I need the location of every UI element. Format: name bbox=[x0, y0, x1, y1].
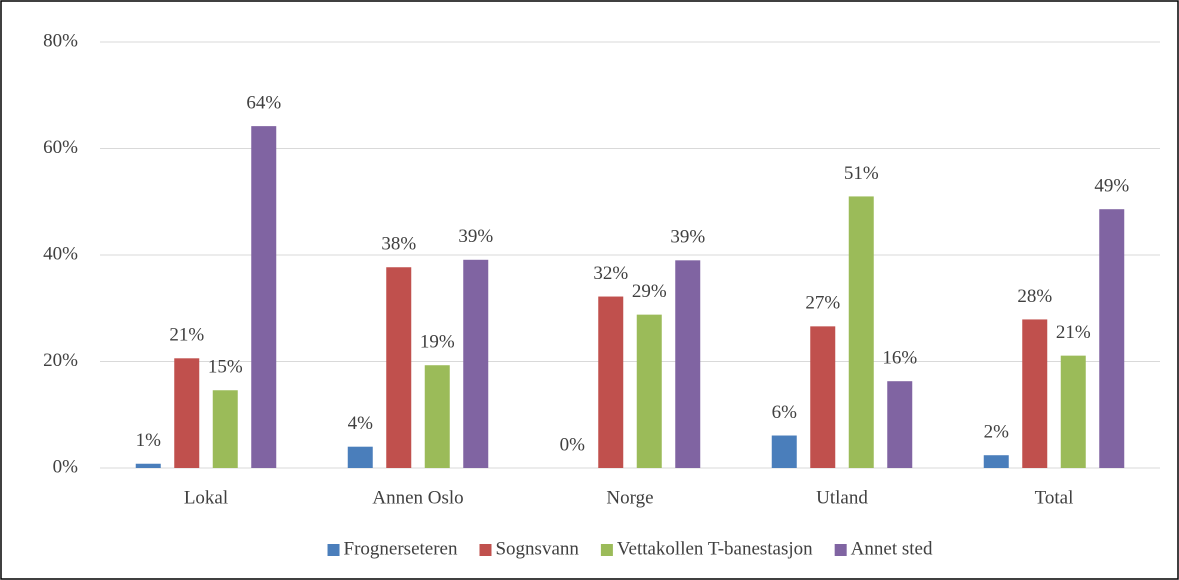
data-label: 28% bbox=[1017, 286, 1052, 307]
data-label: 21% bbox=[169, 325, 204, 346]
data-label: 19% bbox=[420, 332, 455, 353]
data-label: 51% bbox=[844, 163, 879, 184]
x-tick-label: Utland bbox=[816, 487, 868, 508]
data-label: 29% bbox=[632, 281, 667, 302]
bar bbox=[598, 296, 624, 468]
legend-swatch bbox=[327, 544, 340, 556]
data-label: 16% bbox=[882, 348, 917, 369]
data-label: 39% bbox=[670, 227, 705, 248]
y-tick-label: 60% bbox=[43, 137, 78, 158]
bar bbox=[1022, 319, 1048, 468]
data-label: 21% bbox=[1056, 322, 1091, 343]
bar bbox=[424, 365, 450, 468]
legend-swatch bbox=[600, 544, 613, 556]
data-label: 49% bbox=[1094, 176, 1129, 197]
bar bbox=[636, 314, 662, 468]
y-tick-label: 40% bbox=[43, 243, 78, 264]
bar bbox=[983, 455, 1009, 468]
legend-label: Frognerseteren bbox=[344, 538, 458, 559]
bar bbox=[1060, 355, 1086, 468]
data-label: 2% bbox=[984, 422, 1010, 443]
x-tick-label: Annen Oslo bbox=[372, 487, 463, 508]
data-label: 15% bbox=[208, 357, 243, 378]
data-label: 27% bbox=[805, 293, 840, 314]
bar bbox=[347, 446, 373, 468]
bar bbox=[810, 326, 836, 468]
bar bbox=[212, 390, 238, 468]
y-tick-label: 0% bbox=[53, 456, 79, 477]
data-label: 1% bbox=[136, 430, 162, 451]
y-tick-label: 20% bbox=[43, 350, 78, 371]
bar bbox=[887, 381, 913, 468]
legend-label: Vettakollen T-banestasjon bbox=[617, 538, 813, 559]
bar bbox=[135, 463, 161, 468]
data-label: 4% bbox=[348, 413, 374, 434]
y-tick-label: 80% bbox=[43, 30, 78, 51]
legend-swatch bbox=[479, 544, 492, 556]
bar bbox=[174, 358, 200, 468]
data-label: 38% bbox=[381, 234, 416, 255]
bar bbox=[771, 435, 797, 468]
x-tick-label: Lokal bbox=[184, 487, 228, 508]
bar bbox=[251, 126, 277, 468]
legend-label: Annet sted bbox=[851, 538, 933, 559]
bar bbox=[675, 260, 701, 468]
bar bbox=[1099, 209, 1125, 468]
bar bbox=[463, 259, 489, 468]
data-label: 64% bbox=[246, 92, 281, 113]
data-label: 32% bbox=[593, 263, 628, 284]
data-label: 39% bbox=[458, 226, 493, 247]
data-label: 0% bbox=[560, 434, 586, 455]
data-label: 6% bbox=[772, 402, 798, 423]
bar bbox=[386, 267, 412, 468]
legend-swatch bbox=[834, 544, 847, 556]
bar bbox=[848, 196, 874, 469]
legend-label: Sognsvann bbox=[495, 538, 579, 559]
x-tick-label: Norge bbox=[606, 487, 653, 508]
x-tick-label: Total bbox=[1035, 487, 1074, 508]
